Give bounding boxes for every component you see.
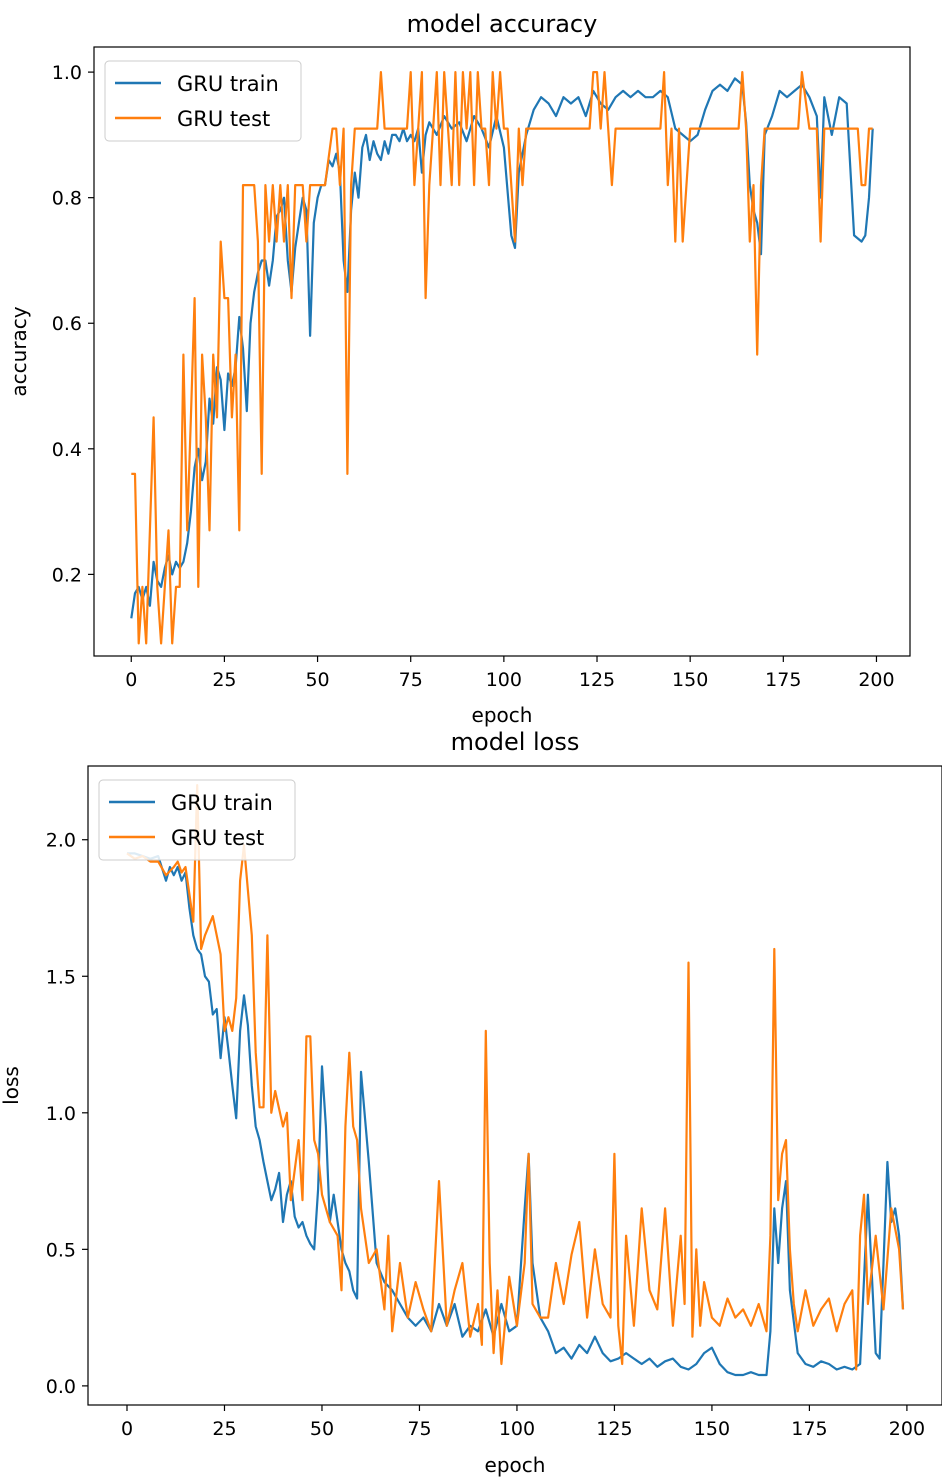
x-tick-label: 125 <box>579 669 615 691</box>
legend-box <box>98 779 296 861</box>
y-tick-label: 0.5 <box>46 1239 76 1261</box>
x-tick-label: 50 <box>310 1418 334 1440</box>
x-tick-label: 0 <box>125 669 137 691</box>
x-tick-label: 25 <box>212 669 236 691</box>
legend-label: GRU train <box>177 72 279 96</box>
y-tick-label: 1.0 <box>46 1103 76 1125</box>
legend-label: GRU test <box>171 826 264 850</box>
y-tick-label: 0.8 <box>52 188 82 210</box>
plot-frame <box>93 46 911 657</box>
y-tick-label: 0.6 <box>52 313 82 335</box>
x-tick-label: 175 <box>765 669 801 691</box>
legend-label: GRU test <box>177 107 270 131</box>
x-tick-label: 175 <box>791 1418 827 1440</box>
x-tick-label: 125 <box>596 1418 632 1440</box>
x-tick-label: 100 <box>499 1418 535 1440</box>
chart-0: model accuracy 0 25 50 75 100 125 150 175 200 0.2 0… <box>7 10 911 727</box>
x-tick-label: 150 <box>694 1418 730 1440</box>
series-line-gru-train <box>130 77 874 619</box>
x-axis-label: epoch <box>485 1453 546 1477</box>
series-line-gru-train <box>127 852 905 1377</box>
series-line-gru-test <box>126 783 905 1371</box>
chart-1: model loss 0 25 50 75 100 125 150 175 200 0.0 0.5 1.… <box>0 728 942 1477</box>
x-tick-label: 200 <box>889 1418 925 1440</box>
y-tick-label: 1.5 <box>46 966 76 988</box>
chart-title: model loss <box>451 728 580 756</box>
x-tick-label: 150 <box>672 669 708 691</box>
series-line-gru-test <box>131 70 873 645</box>
x-tick-label: 0 <box>121 1418 133 1440</box>
y-axis-label: loss <box>0 1066 23 1105</box>
legend-label: GRU train <box>171 791 273 815</box>
legend: GRU train GRU test <box>98 779 296 861</box>
x-tick-label: 25 <box>212 1418 236 1440</box>
x-tick-label: 75 <box>407 1418 431 1440</box>
legend: GRU train GRU test <box>104 60 302 142</box>
y-tick-label: 0.4 <box>52 439 82 461</box>
y-tick-label: 0.2 <box>52 564 82 586</box>
y-tick-label: 0.0 <box>46 1376 76 1398</box>
x-tick-label: 50 <box>305 669 329 691</box>
y-axis-label: accuracy <box>7 306 31 396</box>
plot-frame <box>87 765 942 1406</box>
chart-title: model accuracy <box>407 10 598 38</box>
x-axis-label: epoch <box>472 703 533 727</box>
legend-box <box>104 60 302 142</box>
x-tick-label: 200 <box>858 669 894 691</box>
y-tick-label: 2.0 <box>46 830 76 852</box>
x-tick-label: 100 <box>486 669 522 691</box>
x-tick-label: 75 <box>399 669 423 691</box>
y-tick-label: 1.0 <box>52 62 82 84</box>
